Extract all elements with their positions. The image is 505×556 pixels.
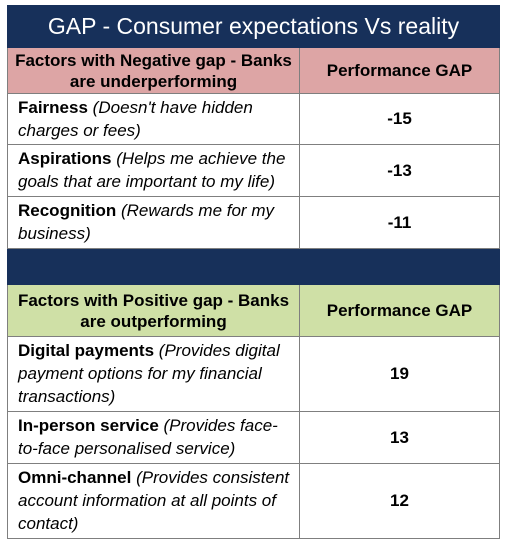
negative-factor-header: Factors with Negative gap - Banks are un… [7,47,300,94]
negative-gap-header-row: Factors with Negative gap - Banks are un… [7,47,501,94]
table-title: GAP - Consumer expectations Vs reality [6,5,501,48]
table-row: Fairness (Doesn't have hidden charges or… [7,93,501,145]
performance-gap-table: GAP - Consumer expectations Vs reality F… [6,5,501,539]
factor-description: (Provides face-to-face personalised serv… [18,416,278,458]
factor-description: (Provides digital payment options for my… [18,341,280,406]
table-row: In-person service (Provides face-to-face… [7,411,501,464]
table-row: Aspirations (Helps me achieve the goals … [7,144,501,197]
table-row: Digital payments (Provides digital payme… [7,336,501,412]
factor-cell: Aspirations (Helps me achieve the goals … [7,144,300,197]
factor-cell: Omni-channel (Provides consistent accoun… [7,463,300,539]
negative-gap-header: Performance GAP [298,47,501,94]
table-row: Recognition (Rewards me for my business)… [7,196,501,249]
factor-cell: Fairness (Doesn't have hidden charges or… [7,93,300,145]
positive-factor-header: Factors with Positive gap - Banks are ou… [7,284,300,337]
factor-cell: In-person service (Provides face-to-face… [7,411,300,464]
separator-cell [298,248,501,285]
factor-cell: Digital payments (Provides digital payme… [7,336,300,412]
factor-name: Omni-channel [18,468,132,487]
factor-name: Aspirations [18,149,112,168]
factor-description: (Helps me achieve the goals that are imp… [18,149,286,191]
factor-cell: Recognition (Rewards me for my business) [7,196,300,249]
gap-value: -15 [298,93,501,145]
gap-value: -13 [298,144,501,197]
positive-gap-header-row: Factors with Positive gap - Banks are ou… [7,284,501,337]
section-separator [7,248,501,285]
factor-description: (Provides consistent account information… [18,468,290,533]
positive-gap-header: Performance GAP [298,284,501,337]
factor-description: (Doesn't have hidden charges or fees) [18,98,253,140]
factor-name: Digital payments [18,341,155,360]
factor-name: Fairness [18,98,88,117]
gap-value: 19 [298,336,501,412]
separator-cell [7,248,300,285]
gap-value: -11 [298,196,501,249]
factor-name: Recognition [18,201,117,220]
table-row: Omni-channel (Provides consistent accoun… [7,463,501,539]
title-row: GAP - Consumer expectations Vs reality [6,5,501,48]
gap-value: 12 [298,463,501,539]
gap-value: 13 [298,411,501,464]
factor-name: In-person service [18,416,159,435]
factor-description: (Rewards me for my business) [18,201,274,243]
